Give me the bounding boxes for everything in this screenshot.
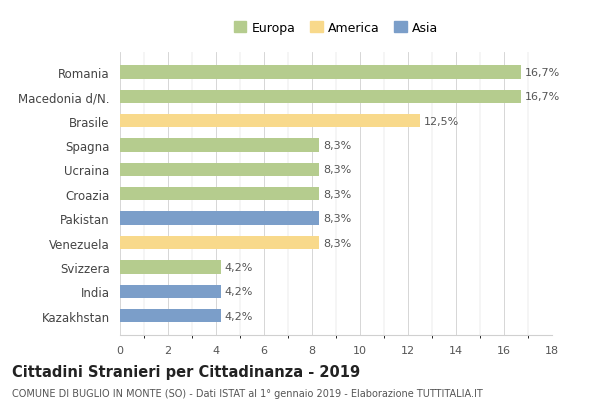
Text: Cittadini Stranieri per Cittadinanza - 2019: Cittadini Stranieri per Cittadinanza - 2…: [12, 364, 360, 379]
Text: 8,3%: 8,3%: [323, 165, 351, 175]
Text: 4,2%: 4,2%: [224, 287, 253, 297]
Bar: [120, 66, 521, 79]
Text: 8,3%: 8,3%: [323, 141, 351, 151]
Text: 16,7%: 16,7%: [524, 92, 560, 102]
Text: 8,3%: 8,3%: [323, 213, 351, 224]
Text: 16,7%: 16,7%: [524, 68, 560, 78]
Bar: [120, 139, 319, 152]
Bar: [120, 212, 319, 225]
Text: 8,3%: 8,3%: [323, 189, 351, 199]
Bar: [120, 115, 420, 128]
Bar: [120, 309, 221, 323]
Text: 4,2%: 4,2%: [224, 262, 253, 272]
Bar: [120, 236, 319, 249]
Text: COMUNE DI BUGLIO IN MONTE (SO) - Dati ISTAT al 1° gennaio 2019 - Elaborazione TU: COMUNE DI BUGLIO IN MONTE (SO) - Dati IS…: [12, 389, 483, 398]
Bar: [120, 90, 521, 104]
Text: 12,5%: 12,5%: [424, 116, 459, 126]
Text: 4,2%: 4,2%: [224, 311, 253, 321]
Bar: [120, 188, 319, 201]
Bar: [120, 285, 221, 298]
Bar: [120, 261, 221, 274]
Text: 8,3%: 8,3%: [323, 238, 351, 248]
Bar: [120, 163, 319, 177]
Legend: Europa, America, Asia: Europa, America, Asia: [229, 17, 443, 40]
